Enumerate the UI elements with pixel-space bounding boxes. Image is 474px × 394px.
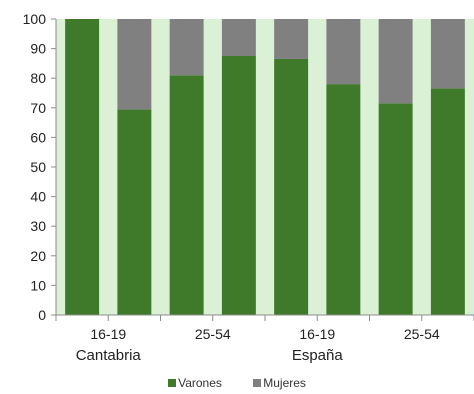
bar-varones (378, 103, 413, 315)
bar-mujeres (326, 19, 361, 85)
y-tick-label: 40 (30, 189, 46, 205)
bar-mujeres (221, 19, 256, 56)
y-tick-label: 80 (30, 70, 46, 86)
x-group-label: España (292, 347, 344, 364)
bar-varones (430, 88, 465, 315)
background-band (464, 19, 474, 315)
y-tick-label: 50 (30, 159, 46, 175)
bar-mujeres (169, 19, 204, 76)
bar-varones (169, 75, 204, 316)
background-band (412, 19, 431, 315)
x-tick-label: 16-19 (299, 326, 335, 342)
legend-swatch-mujeres (253, 379, 262, 387)
bar-varones (117, 109, 152, 315)
x-tick-label: 16-19 (90, 326, 126, 342)
y-tick-label: 70 (30, 100, 46, 116)
background-band (151, 19, 170, 315)
y-tick-label: 0 (38, 307, 46, 323)
x-group-label: Cantabria (76, 347, 142, 364)
background-band (203, 19, 222, 315)
bar-varones (65, 19, 100, 315)
bar-varones (326, 84, 361, 316)
background-band (255, 19, 275, 315)
y-tick-label: 90 (30, 41, 46, 57)
legend: Varones Mujeres (0, 376, 474, 390)
bar-mujeres (378, 19, 413, 104)
legend-label-varones: Varones (178, 376, 222, 390)
bar-varones (221, 56, 256, 315)
y-tick-label: 10 (30, 277, 46, 293)
bar-mujeres (430, 19, 465, 89)
y-tick-label: 30 (30, 218, 46, 234)
bar-mujeres (274, 19, 309, 59)
legend-item-varones: Varones (168, 376, 222, 390)
background-band (360, 19, 379, 315)
legend-item-mujeres: Mujeres (253, 376, 306, 390)
background-band (99, 19, 118, 315)
x-tick-label: 25-54 (404, 326, 440, 342)
background-band (56, 19, 66, 315)
legend-label-mujeres: Mujeres (263, 376, 306, 390)
x-tick-label: 25-54 (195, 326, 231, 342)
y-tick-label: 20 (30, 248, 46, 264)
y-tick-label: 100 (23, 11, 47, 27)
y-tick-label: 60 (30, 129, 46, 145)
bar-varones (274, 58, 309, 316)
background-band (308, 19, 327, 315)
bar-mujeres (117, 19, 152, 110)
legend-swatch-varones (168, 379, 177, 387)
